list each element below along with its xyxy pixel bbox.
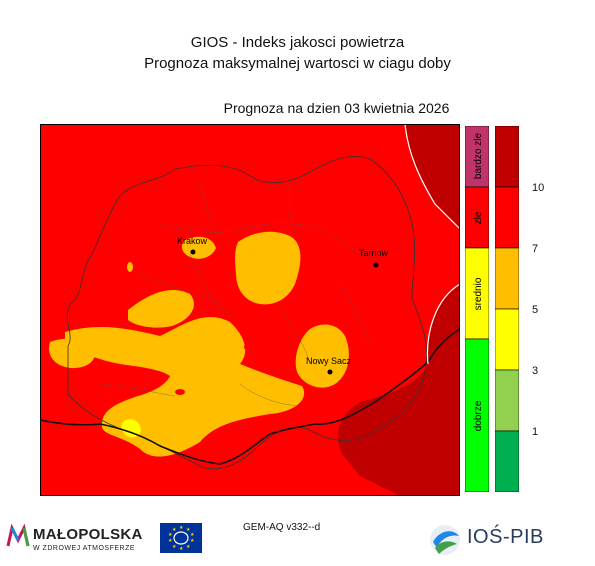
map-subtitle: Prognoza maksymalnej wartosci w ciagu do… [144,55,451,72]
zone-orange-west-blob [49,338,96,369]
zone-dark-red-east [405,124,460,229]
river-northeast [404,124,460,230]
colorbar [495,126,519,492]
zone-orange-krakow [181,236,216,259]
city-label-tarnow: Tarnow [359,248,389,258]
svg-text:★: ★ [179,525,184,531]
svg-text:★: ★ [172,544,177,550]
colorbar-tick-7: 7 [532,243,539,255]
colorbar-tick-5: 5 [532,304,539,316]
colorbar-band-6 [495,430,519,492]
malopolska-name: MAŁOPOLSKA [33,526,143,543]
scale-label-srednio: srednio [473,277,484,310]
malopolska-logo-icon [6,524,30,547]
zone-orange-nowy-sacz [295,324,349,388]
svg-text:★: ★ [186,527,191,533]
zone-orange-pocket-1 [127,262,133,272]
colorbar-tick-3: 3 [532,365,539,377]
ios-pib-logo-icon [430,525,460,555]
county-lines [101,183,379,407]
colorbar-band-4 [495,308,519,371]
svg-text:★: ★ [179,546,184,552]
city-dot-tarnow [373,262,379,268]
zone-orange-central [235,231,301,305]
scale-srednio [465,247,489,340]
scale-label-dobrze: dobrze [473,400,484,431]
forecast-date: Prognoza na dzien 03 kwietnia 2026 [223,100,450,116]
malopolska-tagline: W ZDROWEJ ATMOSFERZE [33,545,136,552]
scale-dobrze [465,338,489,492]
ios-pib-name: IOŚ-PIB [467,526,544,548]
svg-text:★: ★ [186,544,191,550]
colorbar-band-3 [495,247,519,310]
colorbar-tick-10: 10 [532,182,545,194]
colorbar-band-1 [495,126,519,188]
svg-text:★: ★ [168,532,173,538]
river-east [426,283,460,365]
colorbar-band-2 [495,186,519,249]
svg-text:★: ★ [168,538,173,544]
forecast-map: Krakow Tarnow Nowy Sacz [40,124,460,496]
city-dot-krakow [190,249,196,255]
svg-text:★: ★ [172,527,177,533]
zone-dark-red-southeast [337,284,460,496]
city-label-nowy-sacz: Nowy Sacz [306,356,352,366]
zone-red-pocket-1 [244,342,260,352]
map-title: GIOS - Indeks jakosci powietrza [190,34,405,51]
city-dot-nowy-sacz [327,369,333,375]
scale-label-zle: zle [473,211,484,224]
scale-zle [465,186,489,249]
city-label-krakow: Krakow [177,236,208,246]
colorbar-tick-1: 1 [532,426,539,438]
colorbar-band-5 [495,369,519,432]
region-border [66,156,428,470]
zone-yellow-spot [121,419,141,438]
zone-orange-north-wedge [128,289,194,328]
model-version: GEM-AQ v332--d [243,522,321,533]
quality-scale: bardzo zle zle srednio dobrze [465,126,489,492]
eu-life-flag-icon: ★ ★★★ ★★★★ ★★ [160,523,202,553]
svg-text:★: ★ [190,532,195,538]
scale-label-bardzo-zle: bardzo zle [473,132,484,179]
svg-text:★: ★ [190,538,195,544]
country-border [40,328,460,465]
zone-red-pocket-2 [175,389,185,395]
